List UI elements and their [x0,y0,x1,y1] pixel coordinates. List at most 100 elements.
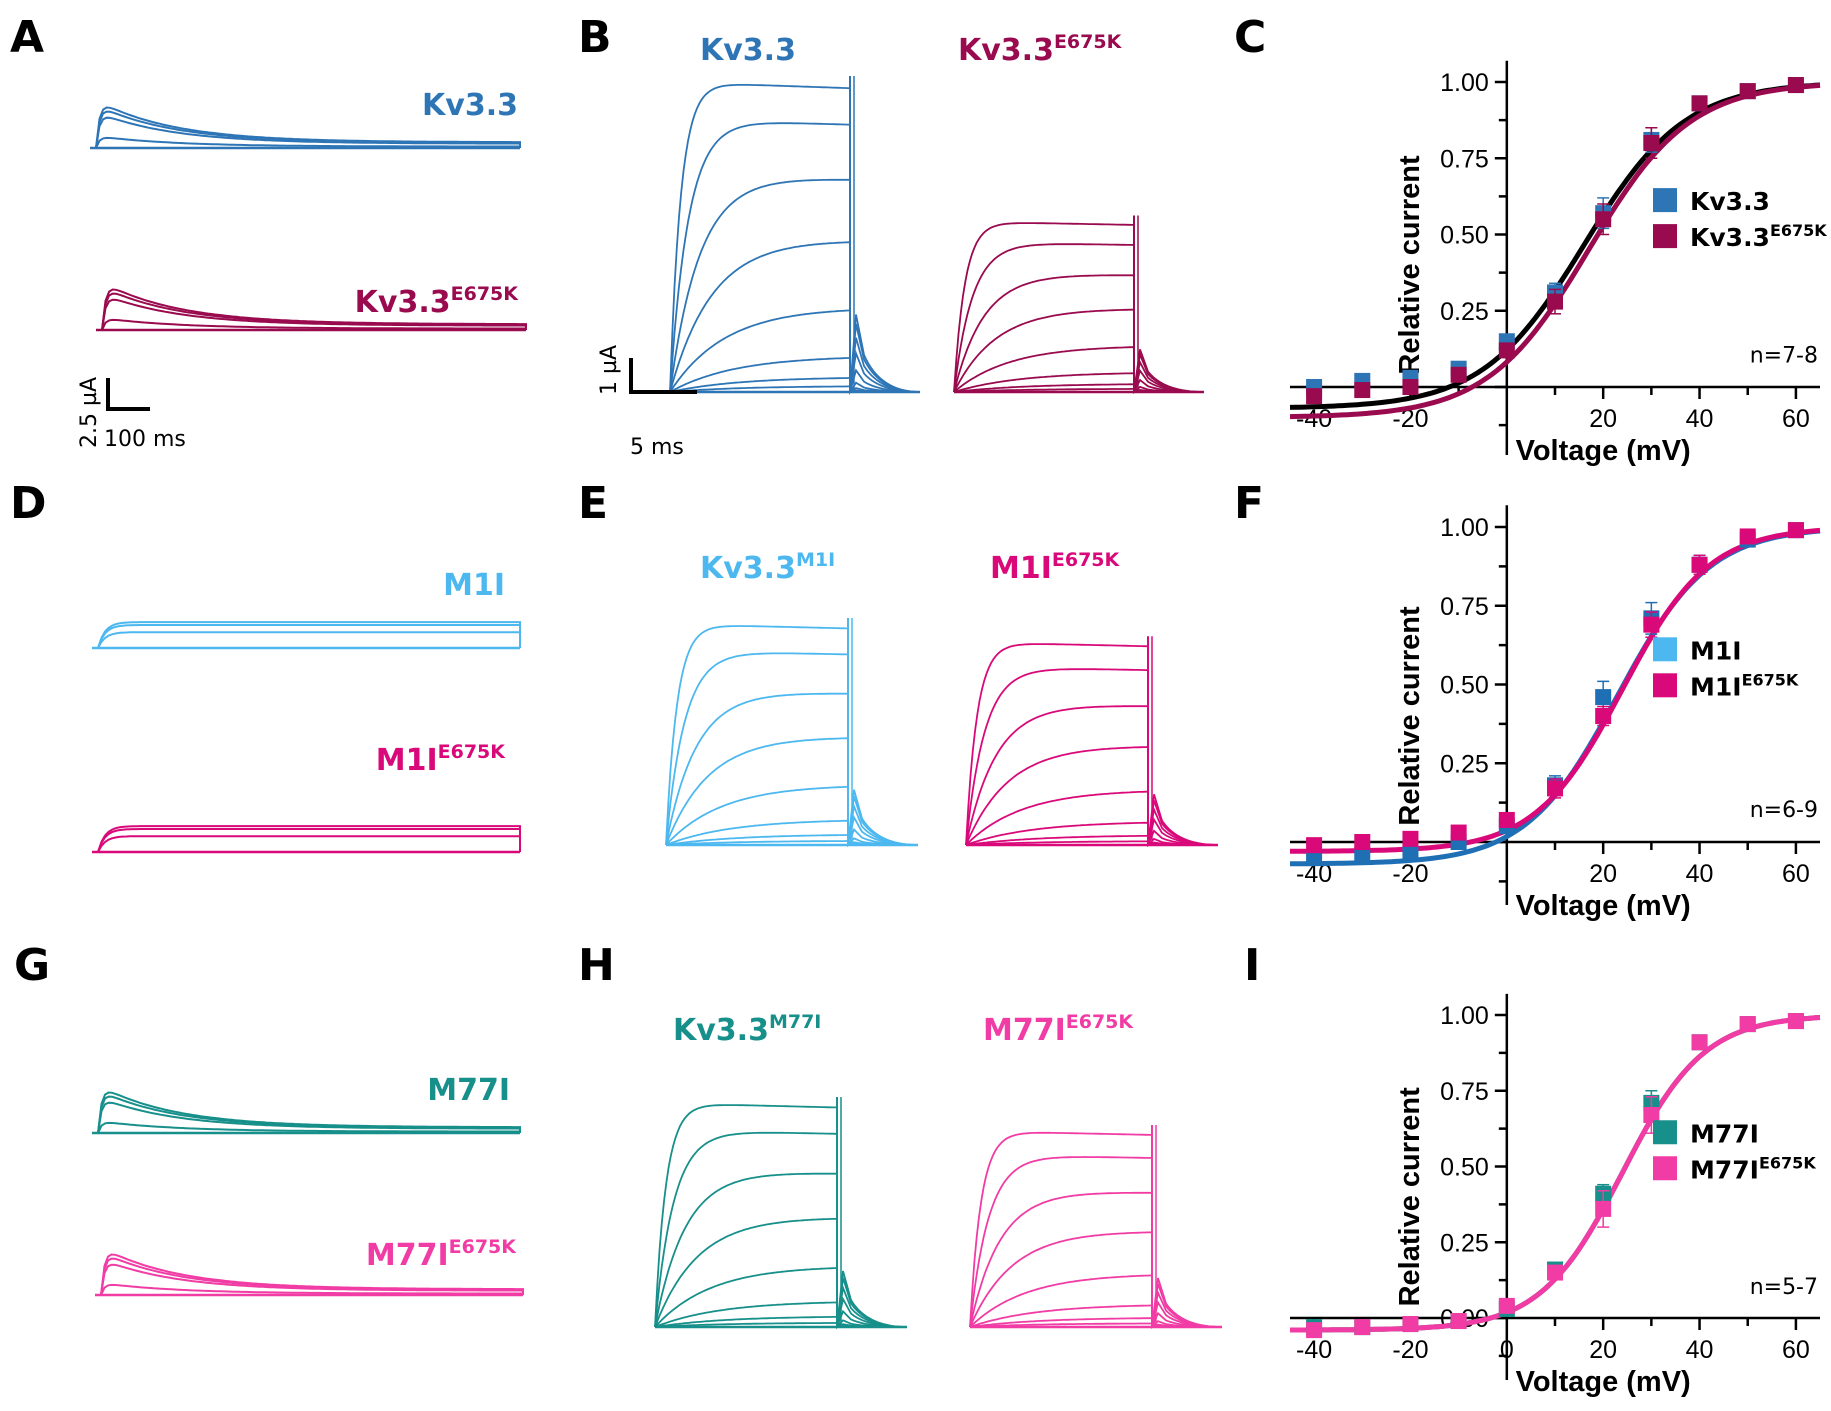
legend-label: Kv3.3E675K [1690,221,1827,252]
trace-sweep [965,746,1219,846]
trace-sweep [665,834,919,847]
trace-sweep [654,1104,908,1328]
iv-chart-i: -40-2002040600.000.250.500.751.00Relativ… [1290,993,1821,1398]
panel-d-label-wt: M1I [443,568,505,603]
x-tick-label: 60 [1782,1336,1810,1364]
panel-e-label-mut: M1IE675K [990,549,1121,586]
trace-sweep [95,1253,524,1296]
trace-sweep [92,621,521,649]
trace-sweep [665,785,919,846]
trace-sweep [95,1283,524,1296]
legend-label: M1I [1690,636,1742,665]
data-point [1450,824,1467,841]
data-point [1787,522,1804,539]
x-tick-label: 0 [1500,1336,1514,1364]
trace-sweep [669,122,921,393]
legend-swatch [1653,224,1677,249]
data-point [1306,1322,1323,1339]
data-point [1691,95,1708,112]
trace-sweep [965,790,1219,846]
trace-sweep [96,318,527,331]
trace-sweep [969,1131,1223,1328]
trace-sweep [965,668,1219,846]
trace-sweep [953,222,1205,393]
data-point [1498,342,1515,359]
data-point [1739,528,1756,545]
data-point [1306,837,1323,854]
y-tick-label: 0.25 [1440,298,1489,326]
panel-h-trace-wt [654,1097,908,1330]
trace-sweep [654,1301,908,1330]
trace-sweep [654,1131,908,1328]
panel-g-trace-mut [95,1253,524,1297]
legend: M1I M1IE675K [1653,636,1799,701]
panel-a-trace-mut [96,288,527,332]
x-axis-title: Voltage (mV) [1516,890,1691,922]
data-point [1402,843,1419,860]
data-point [1691,1034,1708,1051]
data-point [1595,708,1612,724]
data-point [1547,1264,1563,1281]
trace-sweep [665,692,919,846]
x-tick-label: -20 [1392,860,1428,888]
panel-e-trace-wt [665,618,919,848]
y-tick-label: 0.75 [1440,145,1489,173]
y-tick-label: 1.00 [1440,69,1489,97]
trace-sweep [969,1191,1223,1328]
trace-sweep [969,1156,1223,1328]
data-point [1739,1016,1756,1033]
legend-swatch [1653,1120,1677,1145]
x-axis-title: Voltage (mV) [1516,1366,1691,1398]
trace-sweep [665,737,919,846]
trace-sweep [90,106,521,149]
panel-a-label-wt: Kv3.3 [422,88,518,123]
data-point [1498,811,1515,828]
trace-sweep [965,643,1219,846]
data-point [1595,689,1612,706]
panel-e-label-wt: Kv3.3M1I [700,549,835,586]
iv-charts: -40 -20 20 40 60 0.25 0.50 0.75 1.00 Relative cur… [1289,60,1827,1398]
trace-sweep [665,652,919,846]
y-tick-label: 1.00 [1440,1002,1489,1030]
data-point [1595,1200,1612,1217]
panel-label-c: C [1234,12,1266,63]
trace-sweep [665,625,919,846]
scale-bar-x-label: 5 ms [630,435,684,460]
panel-label-f: F [1234,478,1264,529]
data-point [1787,1013,1804,1030]
trace-sweep [96,288,527,331]
panel-label-d: D [10,478,47,529]
n-label: n=5-7 [1750,1275,1818,1300]
panel-a-scale-bar: 2.5 µA 100 ms [77,377,186,452]
panel-label-e: E [578,478,608,529]
x-tick-label: 40 [1686,860,1714,888]
y-tick-label: 0.50 [1440,1154,1489,1182]
data-point [1306,849,1323,866]
x-tick-label: 40 [1686,1336,1714,1364]
panel-g-label-wt: M77I [427,1073,510,1108]
trace-sweep [654,1172,908,1328]
scale-bar-x-label: 100 ms [104,427,186,452]
data-point [1547,780,1563,797]
x-tick-label: 20 [1589,1336,1617,1364]
panel-e-trace-mut [965,636,1219,848]
legend: Kv3.3 Kv3.3E675K [1653,187,1827,252]
trace-sweep [969,1231,1223,1328]
trace-sweep [953,383,1205,394]
legend-swatch [1653,637,1677,662]
trace-sweep [654,1217,908,1328]
data-point [1547,293,1563,310]
y-tick-label: 0.50 [1440,222,1489,250]
trace-sweep [965,821,1219,848]
y-axis-title: Relative current [1394,1087,1426,1307]
y-tick-label: 1.00 [1440,514,1489,542]
trace-sweep [92,835,521,853]
x-tick-label: 20 [1589,860,1617,888]
data-point [1450,366,1467,383]
panel-b-label-mut: Kv3.3E675K [958,31,1123,68]
data-point [1402,379,1419,395]
y-axis-title: Relative current [1394,606,1426,826]
y-axis-title: Relative current [1394,155,1426,375]
legend: M77I M77IE675K [1653,1119,1816,1184]
